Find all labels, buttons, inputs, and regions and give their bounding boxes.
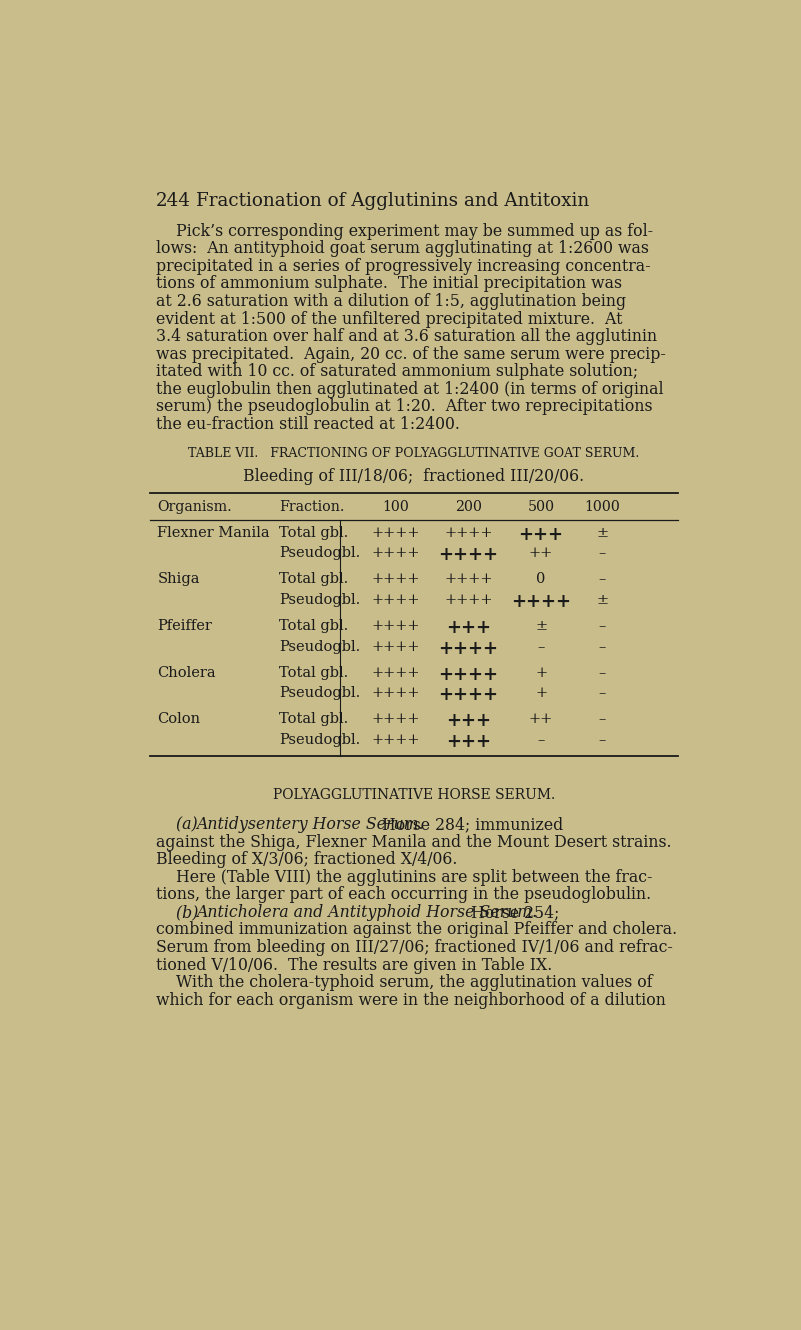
Text: Anticholera and Antityphoid Horse Serum.: Anticholera and Antityphoid Horse Serum. (196, 904, 537, 920)
Text: –: – (598, 640, 606, 654)
Text: Pseudogbl.: Pseudogbl. (280, 593, 360, 606)
Text: Total gbl.: Total gbl. (280, 666, 348, 680)
Text: ++: ++ (529, 547, 553, 560)
Text: which for each organism were in the neighborhood of a dilution: which for each organism were in the neig… (156, 992, 666, 1008)
Text: 200: 200 (455, 500, 481, 515)
Text: Colon: Colon (158, 713, 200, 726)
Text: precipitated in a series of progressively increasing concentra-: precipitated in a series of progressivel… (156, 258, 650, 275)
Text: +++: +++ (445, 713, 491, 730)
Text: lows:  An antityphoid goat serum agglutinating at 1:2600 was: lows: An antityphoid goat serum agglutin… (156, 241, 649, 257)
Text: –: – (598, 686, 606, 701)
Text: Bleeding of III/18/06;  fractioned III/20/06.: Bleeding of III/18/06; fractioned III/20… (244, 468, 585, 485)
Text: +: + (535, 686, 547, 701)
Text: Shiga: Shiga (158, 572, 200, 587)
Text: Total gbl.: Total gbl. (280, 525, 348, 540)
Text: ++++: ++++ (371, 733, 420, 747)
Text: 0: 0 (537, 572, 545, 587)
Text: With the cholera-typhoid serum, the agglutination values of: With the cholera-typhoid serum, the aggl… (156, 974, 653, 991)
Text: the eu-fraction still reacted at 1:2400.: the eu-fraction still reacted at 1:2400. (156, 416, 460, 432)
Text: evident at 1:500 of the unfiltered precipitated mixture.  At: evident at 1:500 of the unfiltered preci… (156, 310, 622, 327)
Text: ++: ++ (529, 713, 553, 726)
Text: Antidysentery Horse Serum.: Antidysentery Horse Serum. (196, 817, 424, 833)
Text: –: – (598, 572, 606, 587)
Text: Horse 284; immunized: Horse 284; immunized (372, 817, 563, 833)
Text: –: – (537, 640, 545, 654)
Text: Fractionation of Agglutinins and Antitoxin: Fractionation of Agglutinins and Antitox… (196, 192, 590, 210)
Text: –: – (598, 666, 606, 680)
Text: Serum from bleeding on III/27/06; fractioned IV/1/06 and refrac-: Serum from bleeding on III/27/06; fracti… (156, 939, 673, 956)
Text: Pseudogbl.: Pseudogbl. (280, 547, 360, 560)
Text: ++++: ++++ (371, 620, 420, 633)
Text: Fraction.: Fraction. (280, 500, 344, 515)
Text: ++++: ++++ (371, 686, 420, 701)
Text: Horse 254;: Horse 254; (461, 904, 559, 920)
Text: Cholera: Cholera (158, 666, 216, 680)
Text: +: + (535, 666, 547, 680)
Text: tions of ammonium sulphate.  The initial precipitation was: tions of ammonium sulphate. The initial … (156, 275, 622, 293)
Text: was precipitated.  Again, 20 cc. of the same serum were precip-: was precipitated. Again, 20 cc. of the s… (156, 346, 666, 363)
Text: ++++: ++++ (371, 572, 420, 587)
Text: ++++: ++++ (438, 686, 498, 705)
Text: Pseudogbl.: Pseudogbl. (280, 686, 360, 701)
Text: ++++: ++++ (371, 713, 420, 726)
Text: Pick’s corresponding experiment may be summed up as fol-: Pick’s corresponding experiment may be s… (156, 222, 653, 239)
Text: Bleeding of X/3/06; fractioned X/4/06.: Bleeding of X/3/06; fractioned X/4/06. (156, 851, 457, 868)
Text: –: – (598, 733, 606, 747)
Text: +++: +++ (518, 525, 564, 544)
Text: tions, the larger part of each occurring in the pseudoglobulin.: tions, the larger part of each occurring… (156, 886, 651, 903)
Text: itated with 10 cc. of saturated ammonium sulphate solution;: itated with 10 cc. of saturated ammonium… (156, 363, 638, 380)
Text: 500: 500 (528, 500, 554, 515)
Text: 1000: 1000 (585, 500, 620, 515)
Text: ±: ± (596, 593, 609, 606)
Text: Total gbl.: Total gbl. (280, 620, 348, 633)
Text: –: – (537, 733, 545, 747)
Text: Total gbl.: Total gbl. (280, 572, 348, 587)
Text: +++: +++ (445, 620, 491, 637)
Text: TABLE VII.   FRACTIONING OF POLYAGGLUTINATIVE GOAT SERUM.: TABLE VII. FRACTIONING OF POLYAGGLUTINAT… (188, 447, 640, 460)
Text: 3.4 saturation over half and at 3.6 saturation all the agglutinin: 3.4 saturation over half and at 3.6 satu… (156, 329, 657, 344)
Text: against the Shiga, Flexner Manila and the Mount Desert strains.: against the Shiga, Flexner Manila and th… (156, 834, 671, 851)
Text: combined immunization against the original Pfeiffer and cholera.: combined immunization against the origin… (156, 922, 677, 939)
Text: –: – (598, 620, 606, 633)
Text: Flexner Manila: Flexner Manila (158, 525, 270, 540)
Text: ++++: ++++ (444, 593, 493, 606)
Text: ++++: ++++ (371, 666, 420, 680)
Text: the euglobulin then agglutinated at 1:2400 (in terms of original: the euglobulin then agglutinated at 1:24… (156, 380, 663, 398)
Text: ++++: ++++ (438, 640, 498, 658)
Text: ++++: ++++ (438, 547, 498, 564)
Text: Pseudogbl.: Pseudogbl. (280, 733, 360, 747)
Text: Total gbl.: Total gbl. (280, 713, 348, 726)
Text: ++++: ++++ (371, 525, 420, 540)
Text: tioned V/10/06.  The results are given in Table IX.: tioned V/10/06. The results are given in… (156, 956, 552, 974)
Text: ++++: ++++ (444, 572, 493, 587)
Text: serum) the pseudoglobulin at 1:20.  After two reprecipitations: serum) the pseudoglobulin at 1:20. After… (156, 398, 653, 415)
Text: Pfeiffer: Pfeiffer (158, 620, 212, 633)
Text: ++++: ++++ (371, 547, 420, 560)
Text: (b): (b) (156, 904, 208, 920)
Text: Organism.: Organism. (158, 500, 232, 515)
Text: 100: 100 (382, 500, 409, 515)
Text: –: – (598, 713, 606, 726)
Text: ±: ± (535, 620, 547, 633)
Text: Here (Table VIII) the agglutinins are split between the frac-: Here (Table VIII) the agglutinins are sp… (156, 868, 653, 886)
Text: ++++: ++++ (438, 666, 498, 684)
Text: Pseudogbl.: Pseudogbl. (280, 640, 360, 654)
Text: at 2.6 saturation with a dilution of 1:5, agglutination being: at 2.6 saturation with a dilution of 1:5… (156, 293, 626, 310)
Text: ++++: ++++ (511, 593, 571, 610)
Text: 244: 244 (156, 192, 191, 210)
Text: ++++: ++++ (371, 640, 420, 654)
Text: POLYAGGLUTINATIVE HORSE SERUM.: POLYAGGLUTINATIVE HORSE SERUM. (273, 789, 555, 802)
Text: ++++: ++++ (444, 525, 493, 540)
Text: +++: +++ (445, 733, 491, 751)
Text: (a): (a) (156, 817, 207, 833)
Text: ±: ± (596, 525, 609, 540)
Text: ++++: ++++ (371, 593, 420, 606)
Text: –: – (598, 547, 606, 560)
